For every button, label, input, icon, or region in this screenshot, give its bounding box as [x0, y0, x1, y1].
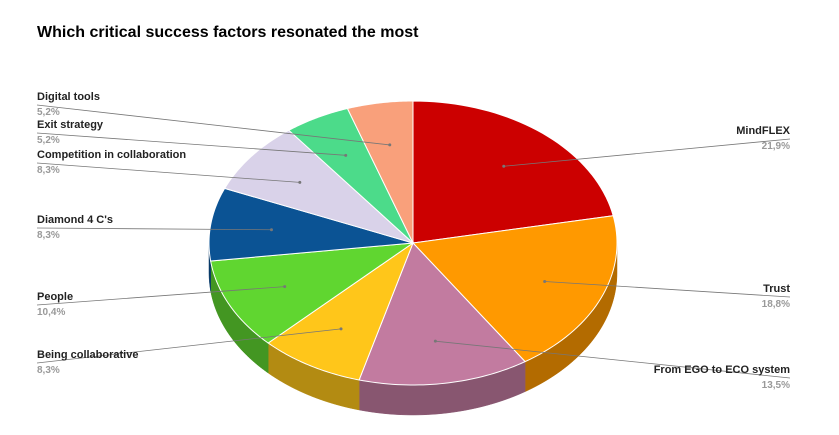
- slice: [208, 187, 414, 262]
- slice: [346, 100, 414, 244]
- leader-line: [36, 132, 346, 156]
- value-label: 21,9%: [762, 141, 790, 152]
- leader-dot: [502, 164, 506, 168]
- slice-label: From EGO to ECO system: [654, 364, 791, 376]
- leader-line: [503, 138, 791, 167]
- slice: [412, 100, 614, 244]
- leader-dot: [543, 280, 547, 284]
- slice-label: Trust: [763, 283, 790, 295]
- value-label: 8,3%: [37, 365, 60, 376]
- leader-line: [36, 104, 390, 146]
- slice: [223, 129, 414, 244]
- leader-line: [36, 328, 342, 364]
- leader-line: [36, 227, 272, 231]
- leader-line: [36, 286, 285, 306]
- slice: [288, 107, 414, 244]
- slice-label: Digital tools: [37, 91, 100, 103]
- value-label: 5,2%: [37, 135, 60, 146]
- leader-dot: [298, 180, 302, 184]
- slice: [267, 241, 415, 381]
- leader-dot: [283, 285, 287, 289]
- chart-title: Which critical success factors resonated…: [37, 24, 419, 41]
- value-label: 5,2%: [37, 107, 60, 118]
- slice: [210, 242, 415, 344]
- slice: [358, 242, 526, 386]
- leader-dot: [339, 327, 343, 331]
- value-label: 18,8%: [762, 299, 790, 310]
- leader-dot: [433, 339, 437, 343]
- slice-label: Diamond 4 C's: [37, 214, 113, 226]
- slice-label: People: [37, 291, 73, 303]
- leader-line: [544, 281, 791, 298]
- leader-line: [36, 162, 300, 183]
- slice: [411, 215, 618, 363]
- leader-dot: [344, 153, 348, 157]
- slice-label: Competition in collaboration: [37, 149, 186, 161]
- value-label: 13,5%: [762, 380, 790, 391]
- slice-label: MindFLEX: [736, 125, 790, 137]
- value-label: 8,3%: [37, 230, 60, 241]
- value-label: 10,4%: [37, 307, 65, 318]
- slice-label: Exit strategy: [37, 119, 104, 131]
- leader-dot: [269, 228, 273, 232]
- value-label: 8,3%: [37, 165, 60, 176]
- leader-dot: [388, 143, 392, 147]
- slice-label: Being collaborative: [37, 349, 138, 361]
- leader-line: [435, 340, 791, 379]
